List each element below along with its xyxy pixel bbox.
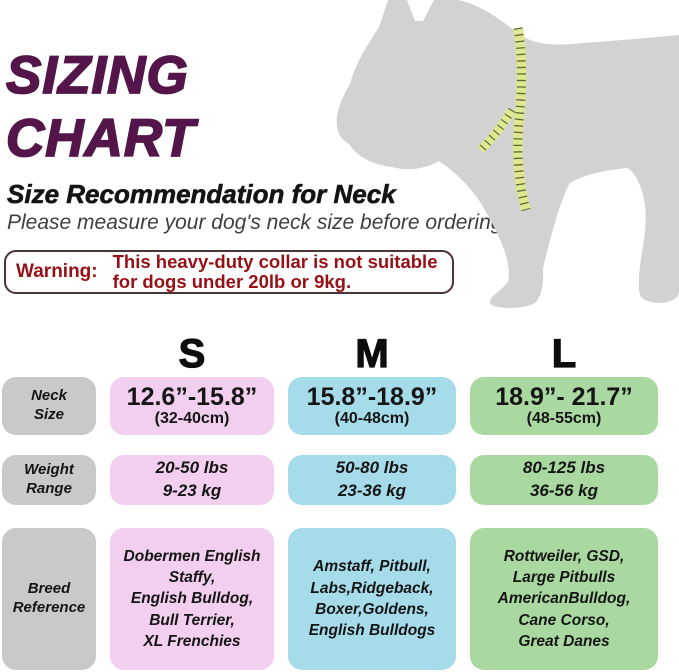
measuring-tape-branch <box>477 107 516 154</box>
row-label-weight-range: Weight Range <box>2 455 96 505</box>
measure-note: Please measure your dog's neck size befo… <box>7 211 503 234</box>
breed-reference-l: Rottweiler, GSD, Large Pitbulls American… <box>470 528 658 670</box>
dog-illustration <box>330 0 679 320</box>
warning-box: Warning: This heavy-duty collar is not s… <box>4 250 454 294</box>
neck-size-l-cm: (48-55cm) <box>526 410 602 428</box>
neck-size-s-inches: 12.6”-15.8” <box>126 383 258 412</box>
neck-size-l: 18.9”- 21.7” (48-55cm) <box>470 377 658 435</box>
weight-range-s: 20-50 lbs 9-23 kg <box>110 455 274 505</box>
row-label-neck-size: Neck Size <box>2 377 96 435</box>
row-label-breed-reference: Breed Reference <box>2 528 96 670</box>
dog-svg <box>336 0 679 308</box>
measuring-tape <box>512 27 531 212</box>
weight-range-l: 80-125 lbs 36-56 kg <box>470 455 658 505</box>
neck-size-s-cm: (32-40cm) <box>154 410 230 428</box>
neck-size-l-inches: 18.9”- 21.7” <box>495 383 633 412</box>
dog-silhouette <box>336 0 679 308</box>
column-header-l: L <box>551 331 577 376</box>
size-table: S M L Neck Size 12.6”-15.8” (32-40cm) 15… <box>2 331 658 670</box>
neck-size-m-cm: (40-48cm) <box>334 410 410 428</box>
neck-size-m: 15.8”-18.9” (40-48cm) <box>288 377 456 435</box>
column-header-m: M <box>355 331 390 376</box>
warning-label: Warning: <box>16 261 98 282</box>
column-header-s: S <box>178 331 206 376</box>
neck-size-s: 12.6”-15.8” (32-40cm) <box>110 377 274 435</box>
neck-size-m-inches: 15.8”-18.9” <box>306 383 438 412</box>
page-subtitle: Size Recommendation for Neck <box>7 179 396 210</box>
weight-range-m: 50-80 lbs 23-36 kg <box>288 455 456 505</box>
page-title: SIZING CHART <box>5 45 196 169</box>
breed-reference-s: Dobermen English Staffy, English Bulldog… <box>110 528 274 670</box>
breed-reference-m: Amstaff, Pitbull, Labs,Ridgeback, Boxer,… <box>288 528 456 670</box>
warning-text: This heavy-duty collar is not suitable f… <box>112 251 438 292</box>
